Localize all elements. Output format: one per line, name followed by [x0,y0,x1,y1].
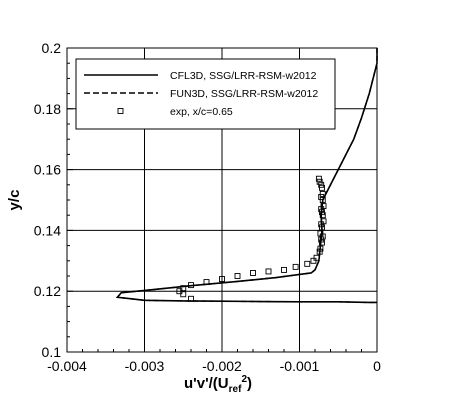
series-3-point [316,248,323,255]
series-3-point [188,295,194,302]
series-3-point [319,197,326,203]
series-3-point [319,212,326,219]
series-3-point [319,184,325,191]
x-tick-label: -0.004 [47,358,87,374]
x-tick-label: 0 [373,358,381,374]
y-tick-label: 0.1 [42,344,62,360]
series-layer [115,48,378,304]
x-tick-label: -0.003 [125,358,165,374]
series-3-point [188,282,194,289]
y-tick-label: 0.14 [34,222,61,238]
series-3-point [313,254,320,261]
series-3-point [316,178,323,185]
series-3-point [176,288,183,295]
x-tick-label: -0.002 [202,358,242,374]
ticks [66,47,378,353]
x-tick-label: -0.001 [280,358,320,374]
y-tick-label: 0.2 [42,40,62,56]
series-3-point [319,233,326,240]
series-3-point [319,239,325,246]
series-3-point [203,279,210,286]
series-3-point [318,206,325,213]
legend-item-2: FUN3D, SSG/LRR-RSM-w2012 [84,88,318,100]
y-tick-label: 0.18 [34,101,61,117]
y-axis-title: y/c [6,190,23,211]
x-axis-title-sup: 2 [241,374,247,385]
legend: CFL3D, SSG/LRR-RSM-w2012 FUN3D, SSG/LRR-R… [75,58,336,130]
series-3-point [310,257,317,264]
x-axis-title-close: ) [247,375,252,392]
series-3-point [319,209,325,216]
y-tick-label: 0.12 [34,283,61,299]
series-3-point [315,175,322,182]
y-tick-label: 0.16 [34,162,61,178]
x-axis-title: u'v'/(Uref2) [184,374,252,395]
series-3-point [318,194,325,200]
x-tick-labels: -0.004 -0.003 -0.002 -0.001 0 [47,358,381,374]
series-3-point [234,273,241,279]
x-axis-title-sub: ref [229,384,242,395]
legend-label-1: CFL3D, SSG/LRR-RSM-w2012 [170,70,317,82]
series-3-point [180,285,187,292]
series-3-point [318,181,325,188]
legend-box [75,58,336,130]
series-3-point [292,263,299,270]
series-3-point [219,276,225,282]
series-3-point [319,190,326,197]
x-axis-title-main: u'v'/(U [184,375,229,392]
y-tick-labels: 0.1 0.12 0.14 0.16 0.18 0.2 [34,40,61,360]
series-3-point [265,268,272,275]
series-2-line [115,48,378,304]
series-3-point [304,260,311,267]
series-3-point [281,266,287,273]
legend-label-3: exp, x/c=0.65 [170,106,233,118]
legend-items: CFL3D, SSG/LRR-RSM-w2012 FUN3D, SSG/LRR-R… [84,70,318,118]
legend-marker-square [117,108,124,114]
legend-item-3: exp, x/c=0.65 [117,106,233,118]
series-3-point [318,236,325,243]
legend-item-1: CFL3D, SSG/LRR-RSM-w2012 [84,70,317,82]
series-3-point [318,221,325,228]
series-3-point [319,224,325,231]
legend-label-2: FUN3D, SSG/LRR-RSM-w2012 [170,88,318,100]
series-3-point [250,270,256,276]
series-3-point [180,291,187,298]
series-3-point [317,245,324,252]
